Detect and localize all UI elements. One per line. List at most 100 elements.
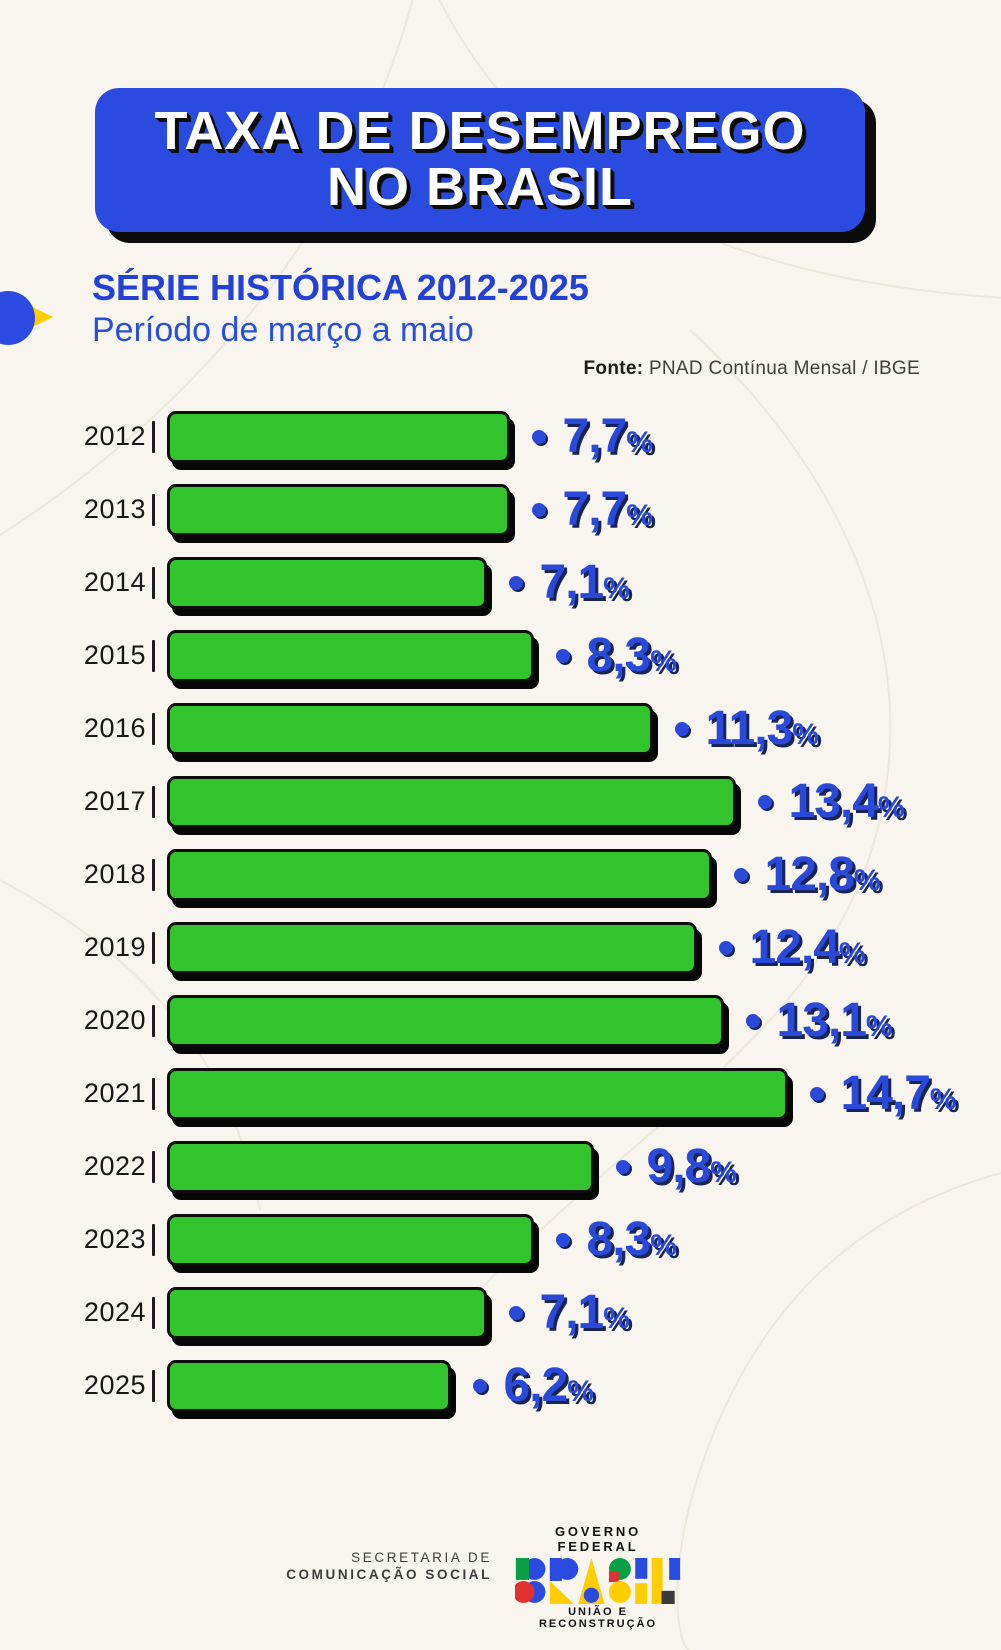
subtitle-series: SÉRIE HISTÓRICA 2012-2025 [92, 267, 589, 308]
year-label: 2015 [83, 640, 146, 670]
value-label: 14,7% [841, 1066, 957, 1121]
secom-line2: COMUNICAÇÃO SOCIAL [286, 1567, 492, 1582]
value-label: 12,4% [750, 920, 866, 975]
axis-tick [152, 1077, 155, 1110]
percent-sign: % [710, 1156, 737, 1189]
axis-tick [152, 1223, 155, 1256]
axis-tick [152, 931, 155, 964]
subtitle-period: Período de março a maio [92, 311, 474, 349]
governo-federal-label: GOVERNO FEDERAL [554, 1524, 642, 1554]
bar-2024 [166, 1286, 487, 1339]
value-label: 7,7% [563, 482, 653, 537]
year-label: 2022 [83, 1151, 146, 1181]
year-label: 2017 [83, 786, 146, 816]
axis-tick [152, 566, 155, 599]
value-number: 12,8 [764, 848, 855, 901]
bar-2017 [166, 775, 736, 828]
year-label: 2025 [83, 1370, 146, 1400]
bar-2025 [166, 1359, 451, 1412]
year-label: 2014 [83, 567, 146, 597]
page-title-line1: TAXA DE DESEMPREGO [154, 101, 806, 161]
percent-sign: % [838, 937, 866, 970]
value-label: 6,2% [504, 1358, 594, 1413]
chart-row-2016: 2016 11,3% [80, 692, 980, 765]
year-label: 2013 [83, 494, 146, 524]
value-dot [718, 940, 733, 955]
value-dot [809, 1086, 824, 1101]
value-label: 12,8% [765, 847, 881, 902]
page-title-line2: NO BRASIL [327, 157, 633, 217]
value-number: 8,3 [586, 629, 652, 682]
value-number: 7,1 [539, 556, 605, 609]
chart-row-2020: 2020 13,1% [80, 984, 980, 1057]
value-label: 11,3% [706, 701, 819, 756]
value-dot [508, 575, 523, 590]
year-label: 2016 [83, 713, 146, 743]
governo-federal-logo: GOVERNO FEDERAL UNIÃO E R [515, 1524, 681, 1630]
chart-row-2025: 2025 6,2% [80, 1349, 980, 1422]
chart-row-2019: 2019 12,4% [80, 911, 980, 984]
brazil-flag-icon [0, 291, 53, 345]
chart-row-2024: 2024 7,1% [80, 1276, 980, 1349]
bar-2019 [166, 921, 697, 974]
value-number: 7,7 [562, 483, 628, 536]
value-number: 8,3 [586, 1213, 652, 1266]
secom-signature: SECRETARIA DE COMUNICAÇÃO SOCIAL [286, 1549, 492, 1583]
axis-tick [152, 858, 155, 891]
year-label: 2018 [83, 859, 146, 889]
bar-2013 [166, 483, 510, 536]
value-number: 6,2 [503, 1359, 569, 1412]
value-label: 7,1% [540, 1285, 630, 1340]
title-banner: TAXA DE DESEMPREGO NO BRASIL [95, 88, 865, 232]
percent-sign: % [603, 1302, 630, 1335]
bar-2014 [166, 556, 487, 609]
percent-sign: % [865, 1010, 893, 1043]
value-label: 7,1% [540, 555, 630, 610]
axis-tick [152, 639, 155, 672]
secom-line1: SECRETARIA DE [351, 1550, 492, 1565]
source-line: Fonte: PNAD Contínua Mensal / IBGE [584, 358, 920, 380]
bar-2016 [166, 702, 653, 755]
bar-chart: 2012 7,7% 2013 7,7% 2014 7,1% 2015 8,3% 2016 11,3… [80, 400, 980, 1422]
value-number: 11,3 [705, 702, 794, 755]
year-label: 2024 [83, 1297, 146, 1327]
value-dot [472, 1378, 487, 1393]
value-dot [531, 502, 546, 517]
value-label: 9,8% [647, 1139, 737, 1194]
value-dot [733, 867, 748, 882]
chart-row-2017: 2017 13,4% [80, 765, 980, 838]
value-dot [531, 429, 546, 444]
percent-sign: % [650, 645, 677, 678]
chart-row-2012: 2012 7,7% [80, 400, 980, 473]
value-number: 9,8 [646, 1140, 712, 1193]
bar-2012 [166, 410, 510, 463]
percent-sign: % [853, 864, 881, 897]
chart-row-2023: 2023 8,3% [80, 1203, 980, 1276]
year-label: 2023 [83, 1224, 146, 1254]
value-dot [555, 1232, 570, 1247]
bar-2023 [166, 1213, 534, 1266]
percent-sign: % [792, 718, 819, 751]
year-label: 2012 [83, 421, 146, 451]
axis-tick [152, 1150, 155, 1183]
chart-row-2015: 2015 8,3% [80, 619, 980, 692]
chart-row-2018: 2018 12,8% [80, 838, 980, 911]
value-dot [757, 794, 772, 809]
brasil-logo-icon [515, 1558, 681, 1604]
value-label: 13,1% [777, 993, 893, 1048]
percent-sign: % [877, 791, 905, 824]
value-label: 8,3% [587, 628, 677, 683]
chart-row-2014: 2014 7,1% [80, 546, 980, 619]
chart-row-2022: 2022 9,8% [80, 1130, 980, 1203]
year-label: 2021 [83, 1078, 146, 1108]
percent-sign: % [650, 1229, 677, 1262]
value-number: 12,4 [749, 921, 840, 974]
value-label: 13,4% [789, 774, 905, 829]
source-label: Fonte: [583, 358, 644, 379]
axis-tick [152, 1004, 155, 1037]
bar-2015 [166, 629, 534, 682]
value-dot [745, 1013, 760, 1028]
axis-tick [152, 785, 155, 818]
axis-tick [152, 420, 155, 453]
